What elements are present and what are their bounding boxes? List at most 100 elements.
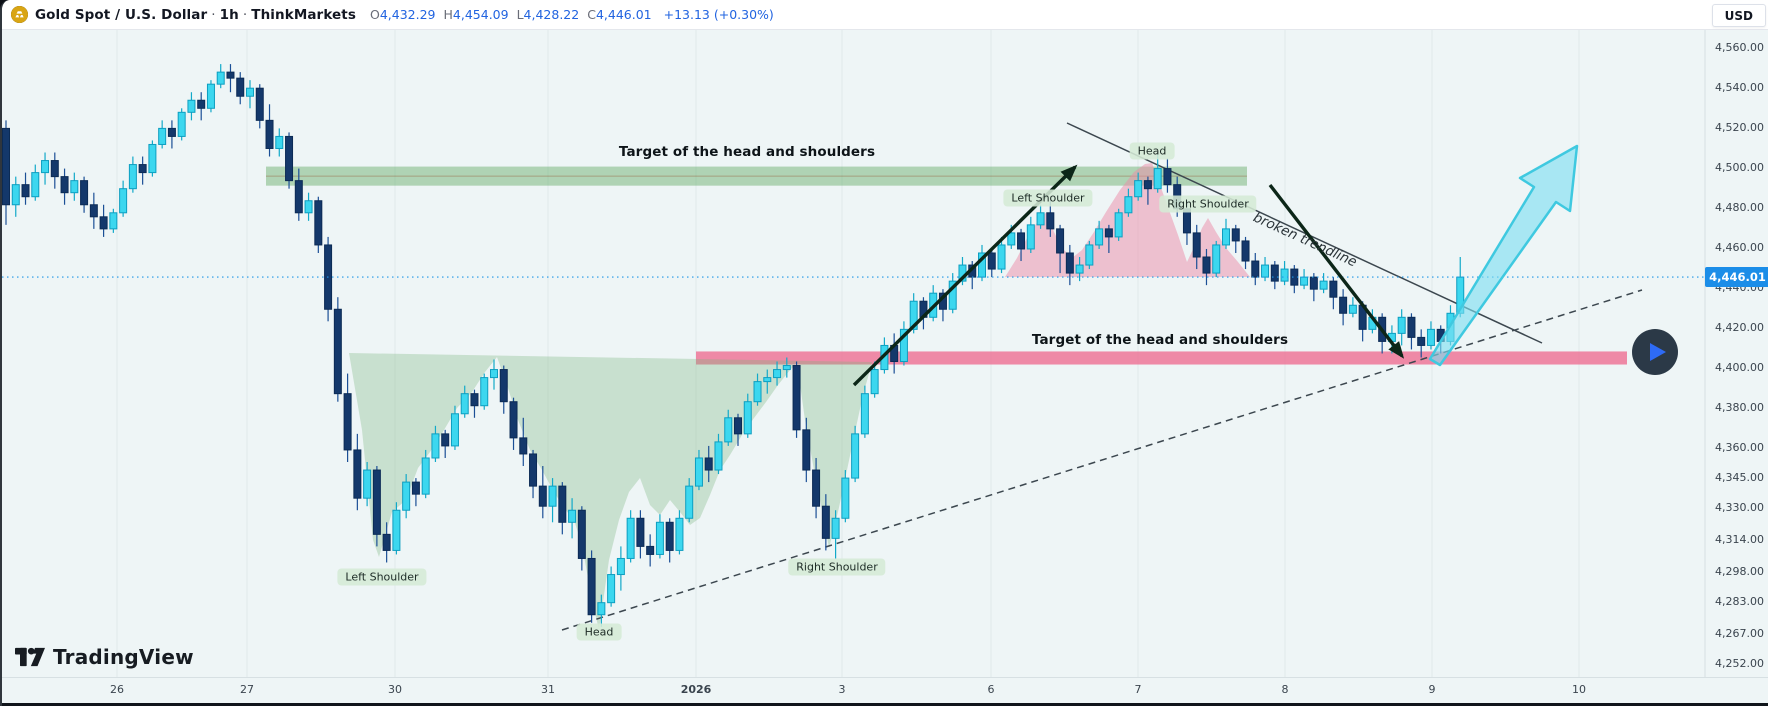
candle-body: [441, 433, 450, 447]
time-axis-label: 6: [987, 683, 995, 696]
candle-body: [1065, 252, 1074, 274]
candle-body: [841, 477, 850, 519]
candle-body: [685, 485, 694, 519]
currency-usd-button[interactable]: USD: [1711, 4, 1766, 27]
close-label: C: [587, 7, 596, 22]
price-axis-label: 4,283.00: [1715, 595, 1764, 608]
price-axis[interactable]: 4,560.00 4,540.00 4,520.00 4,500.00 4,480.00…: [1705, 30, 1768, 677]
candle-body: [197, 99, 206, 109]
high-label: H: [443, 7, 453, 22]
candle-body: [128, 164, 137, 190]
candle-body: [431, 433, 440, 459]
candle-body: [119, 188, 128, 214]
breakdown-arrow[interactable]: [1268, 183, 1405, 359]
candle-body: [1036, 212, 1045, 226]
candle-body: [948, 280, 957, 310]
candle-body: [1290, 268, 1299, 286]
candle-body: [1026, 224, 1035, 250]
candle-body: [792, 365, 801, 431]
candle-body: [1348, 304, 1357, 314]
candle-body: [1017, 232, 1026, 250]
candle-body: [1114, 212, 1123, 238]
open-value: 4,432.29: [379, 7, 436, 22]
price-axis-label: 4,480.00: [1715, 201, 1764, 214]
candle-body: [1202, 256, 1211, 274]
rising-support-trendline[interactable]: [561, 289, 1643, 631]
price-axis-label: 4,400.00: [1715, 361, 1764, 374]
candle-body: [206, 83, 215, 109]
candle-body: [1124, 196, 1133, 214]
time-axis-label: 8: [1281, 683, 1289, 696]
window-bottom-edge: [2, 703, 1768, 706]
candle-body: [1212, 244, 1221, 274]
time-axis-label: 30: [388, 683, 402, 696]
candle-body: [70, 180, 79, 194]
candle-body: [80, 180, 89, 206]
candle-body: [246, 87, 254, 97]
tradingview-logo-icon: [15, 647, 45, 667]
candle-body: [743, 401, 752, 435]
candle-body: [802, 429, 811, 471]
candle-body: [1270, 264, 1279, 282]
bullish-projection-arrow[interactable]: [1428, 144, 1579, 367]
candle-body: [1231, 228, 1240, 242]
candle-body: [655, 521, 664, 555]
low-label: L: [516, 7, 524, 22]
play-button[interactable]: [1632, 329, 1678, 375]
price-axis-label: 4,360.00: [1715, 441, 1764, 454]
candle-body: [1075, 264, 1084, 274]
play-icon: [1650, 343, 1666, 361]
candle-body: [89, 204, 98, 218]
candle-body: [382, 533, 391, 551]
time-axis-label: 3: [838, 683, 846, 696]
candle-body: [694, 457, 703, 487]
candle-body: [529, 453, 538, 487]
time-axis[interactable]: 26 27 30 31 2026 3 6 7 8 9 10: [2, 677, 1768, 703]
candle-body: [548, 485, 557, 507]
candle-body: [314, 200, 323, 246]
price-axis-label: 4,314.00: [1715, 533, 1764, 546]
candle-body: [372, 469, 381, 535]
candle-body: [607, 574, 616, 604]
candle-body: [285, 135, 294, 182]
candle-body: [782, 365, 791, 371]
candle-body: [265, 119, 274, 149]
candle-series: [2, 64, 1465, 627]
candle-body: [1153, 168, 1162, 190]
candle-body: [236, 77, 245, 97]
candle-body: [1241, 240, 1250, 262]
candle-body: [1163, 168, 1172, 186]
candle-body: [421, 457, 430, 495]
candle-body: [226, 71, 235, 79]
candle-body: [987, 252, 996, 270]
candle-body: [753, 381, 762, 403]
candle-body: [158, 127, 167, 145]
candle-body: [646, 545, 655, 555]
candle-body: [333, 308, 342, 395]
candle-body: [1056, 228, 1065, 254]
time-axis-label: 10: [1572, 683, 1586, 696]
chart-toolbar: Gold Spot / U.S. Dollar · 1h · ThinkMarkets …: [2, 0, 1768, 30]
price-axis-label: 4,560.00: [1715, 41, 1764, 54]
candle-body: [99, 216, 108, 230]
candle-body: [1280, 268, 1289, 282]
candle-body: [109, 212, 118, 230]
symbol-title[interactable]: Gold Spot / U.S. Dollar · 1h · ThinkMarkets: [35, 6, 356, 23]
candle-body: [1261, 264, 1270, 278]
candle-body: [41, 160, 50, 174]
exchange-label: ThinkMarkets: [251, 6, 356, 23]
candle-body: [1192, 232, 1201, 258]
candle-body: [411, 481, 420, 495]
candle-body: [255, 87, 264, 121]
candle-body: [665, 521, 674, 551]
time-axis-label: 7: [1134, 683, 1142, 696]
candle-body: [1426, 328, 1435, 346]
candle-body: [1319, 280, 1328, 290]
candle-body: [167, 127, 176, 137]
open-label: O: [369, 7, 380, 22]
tradingview-watermark[interactable]: TradingView: [15, 644, 194, 670]
candle-body: [509, 401, 518, 439]
candle-body: [2, 127, 10, 206]
candle-body: [402, 481, 411, 511]
